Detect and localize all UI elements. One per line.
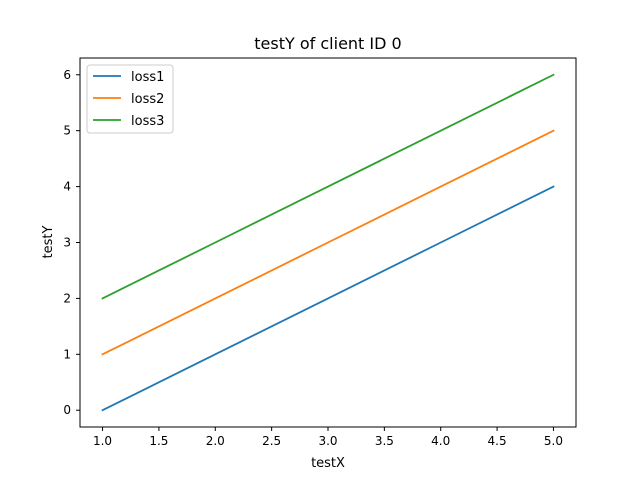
x-axis-ticks: 1.0 1.5 2.0 2.5 3.0 3.5 4.0 4.5 5.0 — [93, 427, 563, 448]
y-tick-label: 5 — [63, 124, 71, 138]
x-tick-label: 4.0 — [431, 434, 450, 448]
legend: loss1 loss2 loss3 — [86, 64, 174, 134]
x-tick-label: 2.5 — [262, 434, 281, 448]
legend-label-loss3: loss3 — [131, 114, 164, 129]
y-axis-label: testY — [41, 225, 56, 258]
y-tick-label: 0 — [63, 403, 71, 417]
series-layer — [101, 73, 555, 412]
chart-title: testY of client ID 0 — [254, 34, 401, 53]
y-tick-label: 4 — [63, 180, 71, 194]
series-line-loss1 — [101, 185, 555, 412]
y-tick-label: 3 — [63, 236, 71, 250]
x-tick-label: 1.5 — [149, 434, 168, 448]
series-line-loss2 — [101, 129, 555, 356]
x-tick-label: 5.0 — [544, 434, 563, 448]
x-tick-label: 3.0 — [318, 434, 337, 448]
legend-box — [86, 64, 174, 134]
legend-label-loss2: loss2 — [131, 92, 164, 107]
x-tick-label: 2.0 — [206, 434, 225, 448]
legend-label-loss1: loss1 — [131, 70, 164, 85]
x-tick-label: 1.0 — [93, 434, 112, 448]
y-tick-label: 6 — [63, 68, 71, 82]
x-axis-label: testX — [311, 456, 345, 471]
y-tick-label: 2 — [63, 291, 71, 305]
y-axis-ticks: 0 1 2 3 4 5 6 — [63, 68, 80, 417]
x-tick-label: 3.5 — [375, 434, 394, 448]
series-line-loss3 — [101, 73, 555, 300]
x-tick-label: 4.5 — [488, 434, 507, 448]
y-tick-label: 1 — [63, 347, 71, 361]
